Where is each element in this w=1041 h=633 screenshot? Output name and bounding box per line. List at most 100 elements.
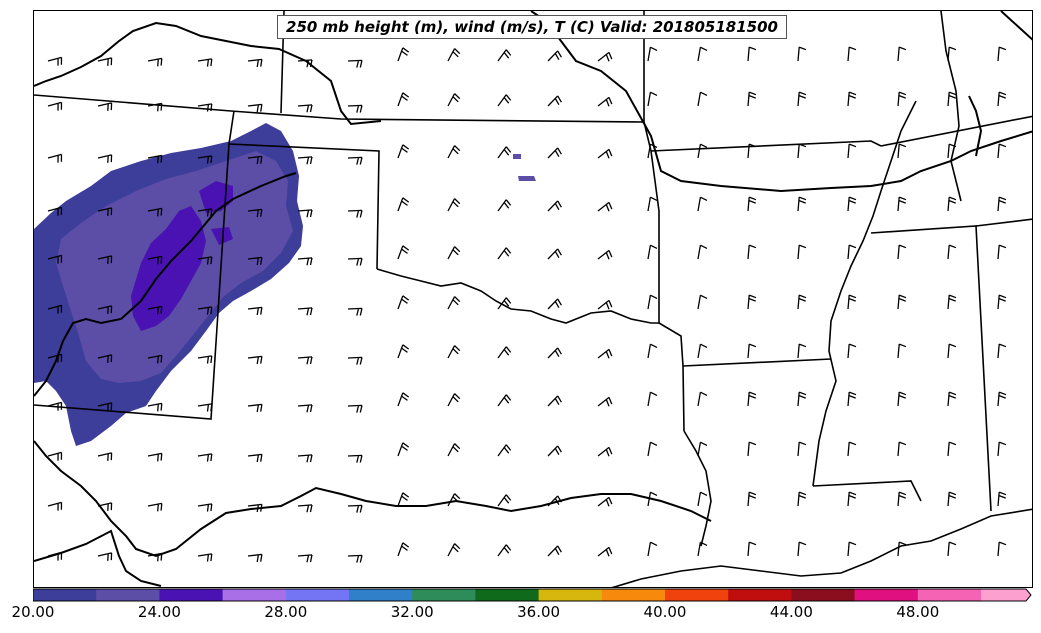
wind-barb — [297, 104, 313, 113]
colorbar-segment — [412, 589, 476, 601]
wind-barb — [597, 496, 613, 507]
wind-barb — [797, 244, 807, 260]
wind-barb — [647, 491, 658, 507]
wind-barb — [997, 541, 1007, 557]
wind-barb — [497, 297, 512, 310]
wind-barb — [97, 255, 113, 264]
contour-line-5 — [1000, 11, 1032, 41]
wind-barb — [597, 51, 613, 62]
wind-barb — [397, 442, 410, 457]
map-panel — [33, 10, 1033, 588]
wind-barb — [447, 443, 461, 457]
wind-barb — [147, 452, 163, 462]
wind-barb — [247, 403, 263, 413]
wind-barb — [697, 196, 708, 212]
wind-barb — [797, 541, 807, 557]
wind-barb — [297, 156, 313, 165]
wind-barb — [947, 294, 957, 310]
wind-barb — [947, 91, 957, 107]
wind-barb — [697, 391, 708, 407]
colorbar-segment — [538, 589, 603, 601]
wind-barb — [297, 554, 313, 563]
wind-barb — [697, 244, 708, 260]
wind-barb — [47, 401, 63, 411]
wind-barb — [347, 59, 363, 68]
wind-barb — [747, 391, 757, 407]
wind-barb — [197, 155, 213, 164]
wind-barb — [697, 143, 708, 159]
wind-barb — [497, 346, 512, 359]
wind-barb — [347, 257, 363, 266]
wind-barb — [747, 91, 757, 107]
wind-barb — [997, 441, 1007, 457]
wind-barb — [447, 493, 461, 507]
wind-barb — [697, 91, 708, 107]
wind-barb — [397, 492, 410, 507]
wind-barb — [47, 206, 63, 216]
wind-barb — [297, 504, 313, 513]
wind-barb — [997, 294, 1007, 310]
wind-barb — [997, 143, 1007, 159]
wind-barb — [897, 244, 907, 260]
wind-barb — [847, 244, 857, 260]
wind-barb — [197, 503, 213, 512]
wind-barb — [647, 294, 658, 310]
wind-barb — [47, 353, 63, 363]
wind-barb — [847, 343, 857, 359]
wind-barb — [297, 454, 313, 463]
wind-barb — [247, 306, 263, 316]
wind-barb — [497, 494, 512, 507]
temperature-region-small — [518, 176, 536, 181]
colorbar-segment — [665, 589, 729, 601]
wind-barb — [947, 343, 957, 359]
wind-barb — [747, 541, 757, 557]
map-canvas — [34, 11, 1032, 587]
wind-barb — [897, 541, 907, 557]
wind-barb — [797, 441, 807, 457]
wind-barb — [497, 544, 512, 557]
wind-barb — [347, 454, 363, 463]
colorbar-tick-label: 48.00 — [896, 603, 940, 621]
wind-barbs — [47, 46, 1007, 563]
wind-barb — [897, 46, 907, 62]
temperature-region-core — [131, 206, 206, 331]
wind-barb — [547, 147, 562, 159]
wind-barb — [47, 254, 63, 264]
wind-barb — [347, 307, 363, 316]
wind-barb — [597, 96, 613, 107]
wind-barb — [847, 541, 857, 557]
wind-barb — [897, 491, 907, 507]
wind-barb — [647, 91, 658, 107]
wind-barb — [247, 208, 263, 218]
wind-barb — [947, 46, 957, 62]
wind-barb — [147, 354, 163, 364]
wind-barb — [297, 307, 313, 316]
wind-barb — [397, 392, 410, 407]
wind-barb — [597, 148, 613, 159]
wind-barb — [197, 355, 213, 364]
wind-barb — [847, 391, 857, 407]
contour-line-3 — [34, 440, 712, 558]
wind-barb — [247, 58, 263, 68]
wind-barb — [997, 343, 1007, 359]
wind-barb — [997, 196, 1007, 212]
wind-barb — [47, 101, 63, 111]
wind-barb — [397, 197, 410, 212]
wind-barb — [197, 58, 213, 67]
wind-barb — [147, 154, 163, 164]
colorbar-segment — [285, 589, 350, 601]
contour-line-4 — [34, 529, 162, 587]
wind-barb — [547, 395, 562, 407]
wind-barb — [747, 343, 757, 359]
wind-barb — [697, 46, 708, 62]
colorbar-segment — [728, 589, 792, 601]
wind-barb — [897, 143, 907, 159]
wind-barb — [947, 143, 957, 159]
wind-barb — [197, 453, 213, 462]
wind-barb — [697, 541, 708, 557]
wind-barb — [547, 200, 562, 212]
wind-barb — [497, 49, 512, 62]
colorbar-segment — [854, 589, 919, 601]
wind-barb — [247, 103, 263, 113]
wind-barb — [597, 249, 613, 260]
